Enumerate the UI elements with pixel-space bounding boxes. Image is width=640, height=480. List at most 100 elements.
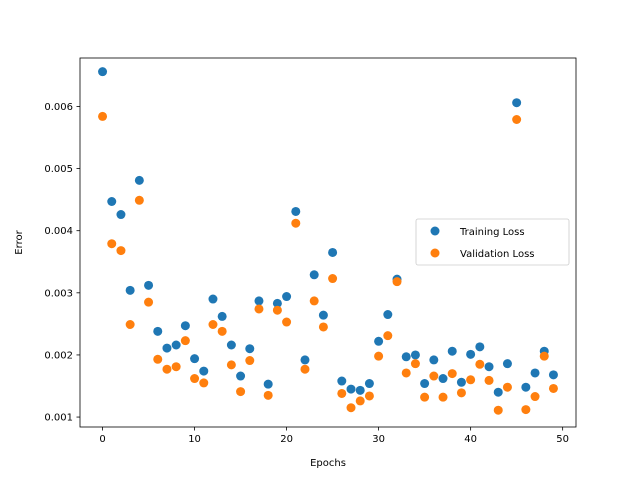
legend: Training Loss Validation Loss	[415, 218, 570, 266]
validation-loss-point	[392, 277, 402, 287]
validation-loss-point	[438, 392, 448, 402]
training-loss-point	[355, 385, 365, 395]
training-loss-point	[208, 294, 218, 304]
training-loss-point	[420, 379, 430, 389]
y-tick-label: 0.004	[44, 226, 73, 237]
validation-loss-point	[374, 351, 384, 361]
validation-loss-point	[98, 111, 108, 121]
validation-loss-point	[190, 374, 200, 384]
training-loss-point	[217, 311, 227, 321]
validation-loss-point	[144, 297, 154, 307]
training-loss-point	[447, 346, 457, 356]
training-loss-point	[401, 352, 411, 362]
training-loss-point	[346, 384, 356, 394]
validation-loss-point	[420, 392, 430, 402]
training-loss-point	[162, 343, 172, 353]
training-loss-point	[282, 292, 292, 302]
training-loss-point	[374, 336, 384, 346]
validation-loss-point	[346, 403, 356, 413]
training-loss-point	[134, 175, 144, 185]
validation-loss-point	[548, 383, 558, 393]
training-loss-point	[475, 342, 485, 352]
training-loss-point	[107, 197, 117, 206]
y-axis: 0.001 0.002 0.003 0.004 0.005 0.006	[44, 102, 80, 424]
validation-loss-point	[153, 354, 163, 364]
y-tick-label: 0.001	[44, 413, 73, 424]
validation-loss-point	[236, 387, 246, 397]
validation-loss-point	[401, 368, 411, 378]
training-loss-point	[521, 382, 531, 392]
training-loss-point	[383, 310, 393, 320]
validation-loss-point	[125, 320, 135, 329]
x-tick-label: 0	[99, 434, 105, 445]
legend-label-validation: Validation Loss	[460, 249, 535, 260]
legend-box	[415, 218, 570, 266]
training-loss-point	[263, 379, 273, 389]
training-loss-point	[318, 310, 328, 320]
validation-loss-point	[383, 331, 393, 341]
y-tick-label: 0.006	[44, 102, 73, 113]
training-loss-point	[300, 355, 310, 365]
validation-loss-point	[291, 218, 301, 228]
validation-loss-point	[208, 320, 218, 329]
validation-loss-point	[355, 396, 365, 406]
validation-loss-point	[530, 392, 540, 402]
x-tick-label: 30	[372, 434, 385, 445]
validation-loss-point	[318, 322, 328, 332]
training-loss-point	[410, 350, 420, 360]
validation-loss-point	[309, 296, 319, 306]
validation-loss-point	[539, 351, 549, 361]
training-loss-point	[512, 98, 522, 108]
validation-loss-point	[245, 356, 255, 366]
training-loss-point	[245, 344, 255, 354]
validation-loss-point	[521, 405, 531, 415]
validation-loss-point	[226, 360, 236, 370]
validation-loss-point	[502, 382, 512, 392]
validation-loss-point	[254, 304, 264, 314]
validation-loss-point	[107, 239, 117, 249]
training-loss-point	[116, 210, 126, 220]
training-loss-point	[125, 285, 135, 295]
plot-frame	[79, 57, 577, 428]
validation-loss-point	[116, 246, 126, 256]
training-loss-point	[180, 321, 190, 331]
legend-marker-training	[430, 226, 440, 236]
validation-loss-point	[263, 390, 273, 400]
data-points	[98, 67, 558, 415]
training-loss-point	[337, 376, 347, 386]
training-loss-point	[291, 206, 301, 216]
validation-loss-point	[272, 305, 282, 315]
y-axis-label: Error	[14, 229, 25, 254]
validation-loss-point	[512, 115, 522, 124]
training-loss-point	[364, 379, 374, 389]
training-loss-point	[190, 354, 200, 364]
training-loss-point	[530, 368, 540, 378]
validation-loss-point	[456, 388, 466, 398]
y-tick-label: 0.005	[44, 164, 73, 175]
y-tick-label: 0.003	[44, 288, 73, 299]
training-loss-point	[502, 359, 512, 369]
training-loss-point	[226, 340, 236, 350]
validation-loss-point	[410, 359, 420, 369]
validation-loss-point	[484, 375, 494, 385]
validation-loss-point	[134, 195, 144, 205]
training-loss-point	[466, 349, 476, 359]
validation-loss-point	[171, 362, 181, 372]
validation-loss-point	[493, 405, 503, 415]
validation-loss-point	[364, 391, 374, 401]
training-loss-point	[199, 366, 209, 376]
training-loss-point	[144, 280, 154, 290]
training-loss-point	[236, 371, 246, 381]
training-loss-point	[438, 374, 448, 384]
validation-loss-point	[447, 369, 457, 379]
training-loss-point	[548, 370, 558, 380]
validation-loss-point	[300, 364, 310, 374]
validation-loss-point	[180, 336, 190, 346]
training-loss-point	[98, 67, 108, 77]
validation-loss-point	[337, 388, 347, 398]
validation-loss-point	[199, 378, 209, 388]
training-loss-point	[254, 296, 264, 306]
y-tick-label: 0.002	[44, 350, 73, 361]
validation-loss-point	[429, 371, 439, 381]
